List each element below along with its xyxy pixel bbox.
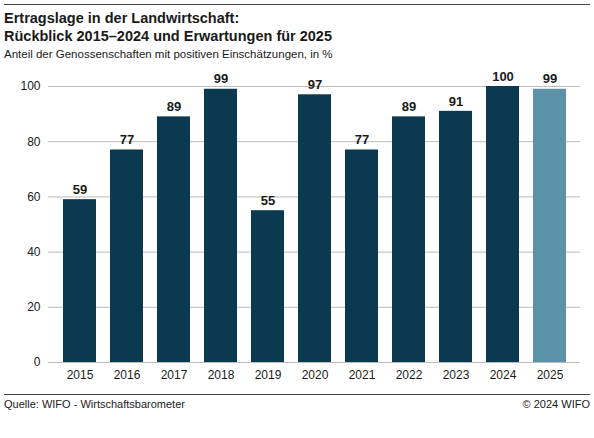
svg-text:59: 59 xyxy=(73,182,87,197)
svg-text:40: 40 xyxy=(27,245,41,259)
svg-text:2020: 2020 xyxy=(302,368,329,382)
svg-text:100: 100 xyxy=(492,69,514,84)
svg-text:89: 89 xyxy=(402,99,416,114)
svg-text:2019: 2019 xyxy=(255,368,282,382)
svg-text:2016: 2016 xyxy=(114,368,141,382)
svg-text:0: 0 xyxy=(34,355,41,369)
svg-text:2024: 2024 xyxy=(490,368,517,382)
html-text:© 2024 WIFO: © 2024 WIFO xyxy=(522,398,590,410)
svg-text:20: 20 xyxy=(27,300,41,314)
html-text:Quelle: WIFO - Wirtschaftsbaro: Quelle: WIFO - Wirtschaftsbarometer xyxy=(4,398,185,410)
svg-text:97: 97 xyxy=(308,77,322,92)
svg-text:55: 55 xyxy=(261,193,275,208)
svg-text:99: 99 xyxy=(543,71,557,86)
svg-text:2017: 2017 xyxy=(161,368,188,382)
svg-text:77: 77 xyxy=(120,132,134,147)
svg-text:2025: 2025 xyxy=(537,368,564,382)
svg-text:60: 60 xyxy=(27,190,41,204)
svg-text:89: 89 xyxy=(167,99,181,114)
svg-text:100: 100 xyxy=(20,79,40,93)
svg-text:99: 99 xyxy=(214,71,228,86)
svg-text:2023: 2023 xyxy=(443,368,470,382)
svg-text:2018: 2018 xyxy=(208,368,235,382)
html-text:Ertragslage in der Landwirtsch: Ertragslage in der Landwirtschaft: Rückb… xyxy=(4,10,332,44)
svg-text:80: 80 xyxy=(27,135,41,149)
svg-text:2021: 2021 xyxy=(349,368,376,382)
html-text:Anteil der Genossenschaften mi: Anteil der Genossenschaften mit positive… xyxy=(4,48,333,60)
svg-text:2015: 2015 xyxy=(67,368,94,382)
svg-text:91: 91 xyxy=(449,94,463,109)
svg-text:77: 77 xyxy=(355,132,369,147)
svg-text:2022: 2022 xyxy=(396,368,423,382)
